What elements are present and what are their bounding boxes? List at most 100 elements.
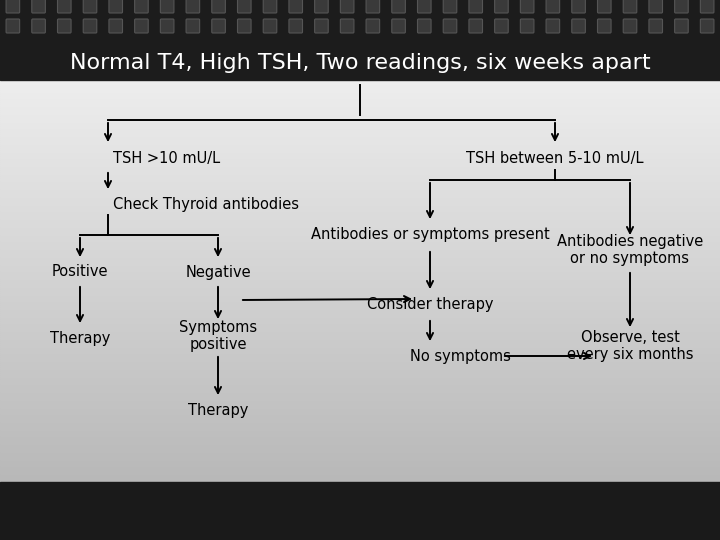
Bar: [0, 152, 720, 154]
Bar: [0, 480, 720, 482]
Bar: [0, 228, 720, 231]
Bar: [0, 321, 720, 323]
FancyBboxPatch shape: [624, 0, 636, 13]
Bar: [0, 355, 720, 357]
Bar: [0, 84, 720, 86]
Bar: [0, 280, 720, 283]
Bar: [0, 471, 720, 474]
Bar: [0, 256, 720, 259]
Bar: [0, 319, 720, 321]
Text: TSH >10 mU/L: TSH >10 mU/L: [113, 151, 220, 165]
Bar: [0, 437, 720, 440]
Bar: [0, 451, 720, 454]
Bar: [0, 204, 720, 207]
Bar: [0, 310, 720, 313]
FancyBboxPatch shape: [238, 19, 251, 33]
Bar: [0, 258, 720, 261]
Bar: [0, 120, 720, 122]
Text: Check Thyroid antibodies: Check Thyroid antibodies: [113, 197, 299, 212]
Bar: [0, 477, 720, 480]
FancyBboxPatch shape: [598, 19, 611, 33]
Bar: [0, 393, 720, 396]
Bar: [0, 85, 720, 88]
Bar: [0, 178, 720, 180]
Bar: [0, 474, 720, 476]
Bar: [0, 447, 720, 450]
Bar: [0, 349, 720, 352]
Bar: [0, 295, 720, 297]
Bar: [0, 375, 720, 377]
Bar: [0, 142, 720, 144]
Bar: [0, 222, 720, 225]
FancyBboxPatch shape: [572, 0, 585, 13]
FancyBboxPatch shape: [701, 0, 714, 13]
Bar: [0, 369, 720, 372]
Text: Negative: Negative: [185, 265, 251, 280]
FancyBboxPatch shape: [109, 19, 122, 33]
Bar: [0, 363, 720, 366]
FancyBboxPatch shape: [495, 0, 508, 13]
Bar: [0, 106, 720, 108]
Bar: [0, 92, 720, 94]
Bar: [0, 343, 720, 345]
Bar: [0, 146, 720, 148]
Bar: [0, 339, 720, 341]
FancyBboxPatch shape: [212, 0, 225, 13]
Text: Therapy: Therapy: [188, 402, 248, 417]
Bar: [0, 347, 720, 349]
FancyBboxPatch shape: [495, 19, 508, 33]
Bar: [0, 251, 720, 253]
Bar: [0, 365, 720, 367]
Bar: [0, 144, 720, 146]
Bar: [0, 140, 720, 143]
Bar: [0, 463, 720, 466]
Bar: [0, 156, 720, 158]
Bar: [0, 415, 720, 417]
Bar: [0, 90, 720, 92]
Bar: [0, 168, 720, 171]
Bar: [0, 271, 720, 273]
Text: Positive: Positive: [52, 265, 108, 280]
Bar: [0, 282, 720, 285]
Bar: [0, 212, 720, 215]
Bar: [0, 299, 720, 301]
FancyBboxPatch shape: [84, 19, 96, 33]
Bar: [0, 457, 720, 460]
Bar: [0, 150, 720, 152]
FancyBboxPatch shape: [58, 19, 71, 33]
Bar: [0, 208, 720, 211]
Bar: [0, 124, 720, 126]
Bar: [0, 182, 720, 185]
Bar: [0, 196, 720, 199]
Bar: [0, 443, 720, 446]
Bar: [0, 381, 720, 383]
Bar: [0, 93, 720, 96]
FancyBboxPatch shape: [289, 19, 302, 33]
Bar: [0, 307, 720, 309]
FancyBboxPatch shape: [84, 0, 96, 13]
Bar: [0, 172, 720, 174]
Bar: [0, 325, 720, 327]
Bar: [0, 353, 720, 355]
Bar: [0, 79, 720, 82]
FancyBboxPatch shape: [212, 19, 225, 33]
Bar: [0, 407, 720, 410]
Bar: [0, 301, 720, 303]
Bar: [0, 112, 720, 114]
FancyBboxPatch shape: [6, 19, 19, 33]
Bar: [0, 313, 720, 315]
FancyBboxPatch shape: [161, 19, 174, 33]
Bar: [0, 184, 720, 186]
Bar: [0, 266, 720, 269]
Text: Observe, test
every six months: Observe, test every six months: [567, 330, 693, 362]
Bar: [0, 242, 720, 245]
FancyBboxPatch shape: [418, 0, 431, 13]
Bar: [0, 389, 720, 392]
Bar: [0, 421, 720, 424]
Bar: [0, 190, 720, 193]
FancyBboxPatch shape: [624, 19, 636, 33]
FancyBboxPatch shape: [418, 19, 431, 33]
Bar: [0, 104, 720, 106]
Bar: [0, 395, 720, 397]
Bar: [0, 116, 720, 118]
